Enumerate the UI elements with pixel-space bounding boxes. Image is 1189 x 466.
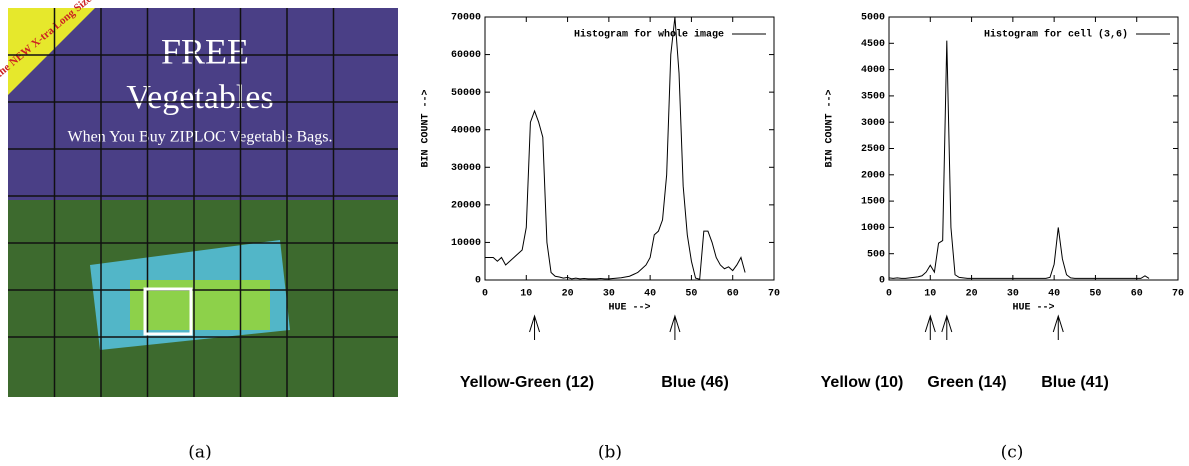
y-tick-label: 60000	[451, 50, 481, 61]
x-tick-label: 0	[886, 289, 892, 300]
plot-frame	[889, 17, 1178, 280]
y-tick-label: 10000	[451, 238, 481, 249]
y-tick-label: 50000	[451, 88, 481, 99]
y-tick-label: 30000	[451, 163, 481, 174]
y-tick-label: 20000	[451, 200, 481, 211]
x-tick-label: 70	[768, 289, 780, 300]
x-tick-label: 70	[1172, 289, 1184, 300]
y-tick-label: 500	[867, 249, 885, 260]
x-tick-label: 0	[482, 289, 488, 300]
x-axis-label: HUE -->	[1012, 303, 1054, 314]
x-tick-label: 60	[727, 289, 739, 300]
photo-text: Vegetables	[126, 79, 273, 116]
panel-label: (b)	[598, 443, 622, 463]
y-tick-label: 40000	[451, 125, 481, 136]
photo-text: When You Buy ZIPLOC Vegetable Bags.	[67, 129, 332, 146]
figure: Try the NEW X-tra Long Size! FREE Vegeta…	[0, 0, 1189, 466]
x-tick-label: 10	[520, 289, 532, 300]
x-tick-label: 60	[1131, 289, 1143, 300]
y-tick-label: 1500	[861, 197, 885, 208]
panel-label: (a)	[188, 443, 211, 463]
x-tick-label: 40	[1048, 289, 1060, 300]
data-line	[485, 17, 745, 279]
y-tick-label: 0	[879, 276, 885, 287]
y-tick-label: 4000	[861, 65, 885, 76]
x-tick-label: 30	[603, 289, 615, 300]
data-line	[889, 41, 1149, 279]
annotation-arrow	[942, 316, 952, 340]
y-tick-label: 0	[475, 276, 481, 287]
photo: Try the NEW X-tra Long Size! FREE Vegeta…	[0, 0, 398, 397]
plot-frame	[485, 17, 774, 280]
annotation-label: Yellow (10)	[821, 374, 904, 391]
y-tick-label: 2500	[861, 144, 885, 155]
y-axis-label: BIN COUNT -->	[825, 89, 836, 167]
y-axis-label: BIN COUNT -->	[421, 89, 432, 167]
annotation-arrow	[1053, 316, 1063, 340]
x-tick-label: 40	[644, 289, 656, 300]
x-tick-label: 20	[966, 289, 978, 300]
x-tick-label: 30	[1007, 289, 1019, 300]
annotation-arrow	[925, 316, 935, 340]
x-axis-label: HUE -->	[608, 303, 650, 314]
y-tick-label: 3500	[861, 92, 885, 103]
annotation-label: Blue (46)	[661, 374, 729, 391]
x-tick-label: 50	[685, 289, 697, 300]
photo-text: FREE	[161, 31, 249, 71]
y-tick-label: 1000	[861, 223, 885, 234]
x-tick-label: 20	[562, 289, 574, 300]
annotation-label: Green (14)	[927, 374, 1006, 391]
x-tick-label: 10	[924, 289, 936, 300]
y-tick-label: 2000	[861, 170, 885, 181]
annotation-arrow	[670, 316, 680, 340]
panel-label: (c)	[1001, 443, 1024, 463]
x-tick-label: 50	[1089, 289, 1101, 300]
y-tick-label: 4500	[861, 39, 885, 50]
annotation-label: Yellow-Green (12)	[460, 374, 594, 391]
legend-label: Histogram for cell (3,6)	[984, 29, 1128, 41]
legend-label: Histogram for whole image	[574, 29, 724, 41]
y-tick-label: 5000	[861, 13, 885, 24]
y-tick-label: 70000	[451, 13, 481, 24]
y-tick-label: 3000	[861, 118, 885, 129]
annotation-arrow	[530, 316, 540, 340]
annotation-label: Blue (41)	[1041, 374, 1109, 391]
